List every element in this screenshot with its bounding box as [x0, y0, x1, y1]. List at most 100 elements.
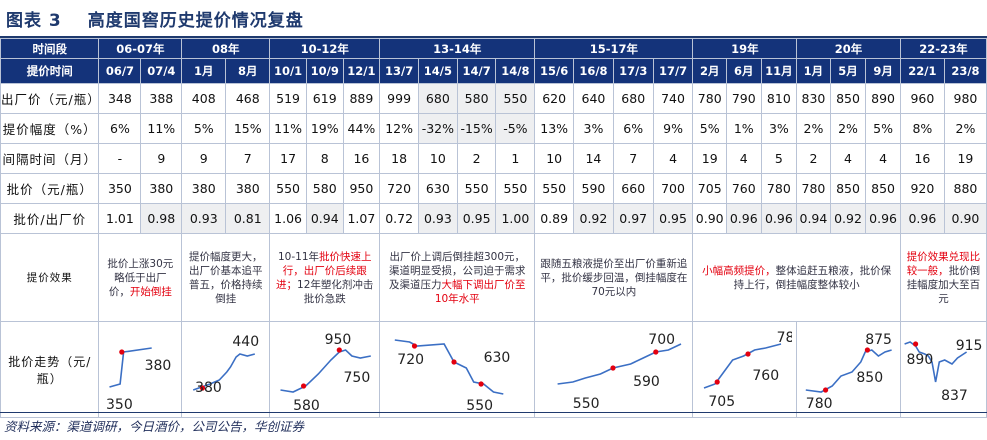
price-marker: [715, 379, 721, 385]
trend-label: 350: [106, 397, 133, 413]
period-header: 15-17年: [534, 38, 694, 59]
table-cell: 19: [692, 143, 727, 174]
period-header: 19年: [692, 38, 798, 59]
price-marker: [200, 385, 206, 391]
table-cell: 0.96: [725, 203, 762, 234]
table-cell: 619: [305, 83, 344, 114]
time-header: 14/5: [417, 58, 458, 84]
trend-label: 550: [573, 396, 600, 412]
table-cell: -: [98, 143, 142, 174]
table-cell: 760: [725, 173, 762, 204]
table-cell: 850: [829, 173, 867, 204]
trend-label: 950: [325, 332, 352, 348]
trend-label: 750: [344, 370, 371, 386]
price-marker: [451, 359, 457, 365]
effect-cell: 跟随五粮液提价至出厂价重新追平，批价缓步回温，倒挂幅度在70元以内: [534, 233, 694, 322]
title-text: 高度国窖历史提价情况复盘: [87, 11, 304, 31]
trend-label: 700: [649, 332, 676, 348]
table-cell: 14: [573, 143, 614, 174]
table-cell: 19%: [305, 113, 344, 144]
table-cell: 1%: [725, 113, 762, 144]
table-cell: 920: [899, 173, 945, 204]
figure-label: 图表 3: [6, 11, 62, 31]
table-cell: 17: [269, 143, 307, 174]
trend-label: 837: [941, 388, 968, 404]
table-cell: 5%: [692, 113, 727, 144]
trend-label: 915: [956, 338, 983, 354]
table-cell: 11%: [269, 113, 307, 144]
trend-label: 380: [145, 358, 172, 374]
trend-label: 630: [484, 350, 511, 366]
row-label: 提价效果: [0, 233, 100, 322]
time-header: 13/7: [379, 58, 419, 84]
time-header: 22/1: [899, 58, 945, 84]
table-cell: 790: [725, 83, 762, 114]
increase-row: 提价幅度（%） 6% 11% 5% 15% 11% 19% 44% 12% -32% -15% -5%…: [0, 113, 987, 144]
period-header-row: 时间段 06-07年 08年 10-12年 13-14年 15-17年 19年 20年 22-2…: [0, 38, 987, 59]
trend-cell: 720 630 550: [379, 321, 536, 418]
table-cell: 10: [534, 143, 575, 174]
period-header: 06-07年: [98, 38, 183, 59]
trend-sparkline: 950 580 750: [280, 332, 372, 414]
table-cell: -15%: [456, 113, 497, 144]
effect-text-b: 小幅高频提价，: [702, 264, 776, 277]
table-cell: 13%: [534, 113, 575, 144]
trend-label: 760: [753, 368, 780, 384]
table-cell: 620: [534, 83, 575, 114]
price-marker: [478, 381, 484, 387]
price-marker: [412, 343, 418, 349]
trend-line: [280, 349, 372, 393]
effect-text-b: 批价快速上行，出厂价后续跟进；: [276, 250, 372, 291]
trend-line: [557, 343, 682, 385]
table-cell: 830: [796, 83, 831, 114]
wholesale-row: 批价（元/瓶） 350 380 380 380 550 580 950 720 630 550 550…: [0, 173, 987, 204]
table-cell: 0.93: [181, 203, 227, 234]
table-cell: 660: [612, 173, 654, 204]
table-cell: 680: [612, 83, 654, 114]
table-cell: 0.72: [379, 203, 419, 234]
effect-text-a: 10-11年: [277, 250, 319, 263]
price-marker: [745, 351, 752, 357]
table-cell: 348: [98, 83, 142, 114]
table-cell: 12%: [379, 113, 419, 144]
table-cell: 680: [417, 83, 458, 114]
table-cell: 519: [269, 83, 307, 114]
table-cell: 4: [652, 143, 694, 174]
effect-text-b: 开始倒挂: [129, 285, 172, 298]
table-cell: 980: [943, 83, 987, 114]
table-cell: 18: [379, 143, 419, 174]
table-cell: 630: [417, 173, 458, 204]
table-cell: 0.92: [573, 203, 614, 234]
time-header: 10/1: [269, 58, 307, 84]
time-header: 14/7: [456, 58, 497, 84]
table-cell: 740: [652, 83, 694, 114]
table-cell: 7: [225, 143, 271, 174]
table-cell: 9: [181, 143, 227, 174]
table-cell: 850: [829, 83, 867, 114]
period-header: 13-14年: [379, 38, 536, 59]
row-label: 出厂价（元/瓶）: [0, 83, 100, 114]
table-cell: 10: [417, 143, 458, 174]
trend-label: 705: [709, 394, 736, 410]
table-cell: 780: [692, 83, 727, 114]
trend-sparkline: 780 760 705: [704, 330, 792, 410]
table-cell: 4: [829, 143, 867, 174]
page-title: 图表 3 高度国窖历史提价情况复盘: [6, 6, 304, 31]
table-cell: 380: [225, 173, 271, 204]
ratio-row: 批价/出厂价 1.01 0.98 0.93 0.81 1.06 0.94 1.07 0.72 0.…: [0, 203, 987, 234]
period-row-label: 时间段: [0, 38, 100, 59]
table-cell: 2%: [796, 113, 831, 144]
row-label: 提价幅度（%）: [0, 113, 100, 144]
time-header: 15/6: [534, 58, 575, 84]
table-cell: 9: [140, 143, 183, 174]
table-cell: 15%: [225, 113, 271, 144]
row-label: 批价（元/瓶）: [0, 173, 100, 204]
price-marker: [823, 387, 829, 393]
trend-label: 780: [806, 396, 833, 412]
time-row-label: 提价时间: [0, 58, 100, 84]
time-header: 06/7: [98, 58, 142, 84]
price-marker: [653, 349, 659, 355]
trend-cell: 780 760 705: [692, 321, 798, 418]
trend-cell: 950 580 750: [269, 321, 381, 418]
table-cell: 780: [760, 173, 798, 204]
